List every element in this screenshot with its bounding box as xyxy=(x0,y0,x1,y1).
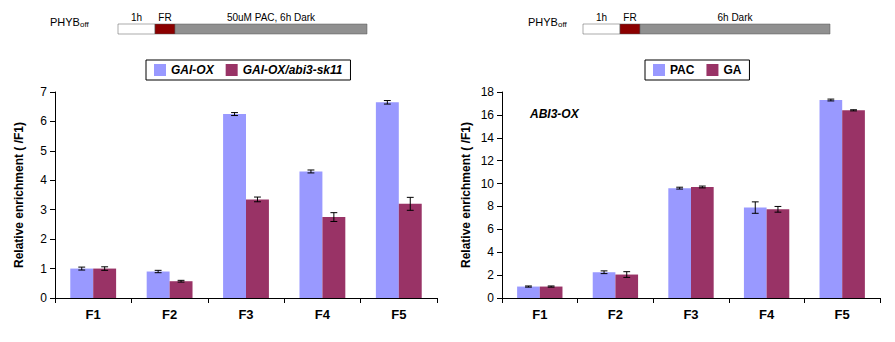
svg-text:50uM PAC, 6h Dark: 50uM PAC, 6h Dark xyxy=(227,12,316,23)
svg-text:Relative enrichment ( /F1): Relative enrichment ( /F1) xyxy=(12,122,26,268)
svg-text:8: 8 xyxy=(487,199,494,213)
svg-text:PHYB: PHYB xyxy=(50,16,80,28)
svg-text:2: 2 xyxy=(487,268,494,282)
svg-text:off: off xyxy=(558,20,568,29)
svg-text:4: 4 xyxy=(40,173,47,187)
svg-text:0: 0 xyxy=(40,291,47,305)
svg-text:GA: GA xyxy=(723,63,741,77)
svg-text:F5: F5 xyxy=(391,307,406,322)
svg-text:6: 6 xyxy=(487,222,494,236)
svg-text:Relative enrichment ( /F1): Relative enrichment ( /F1) xyxy=(459,122,473,268)
svg-text:1h: 1h xyxy=(131,12,142,23)
svg-text:PAC: PAC xyxy=(670,63,695,77)
svg-text:12: 12 xyxy=(481,154,495,168)
svg-text:GAI-OX: GAI-OX xyxy=(171,63,215,77)
svg-text:FR: FR xyxy=(623,12,636,23)
svg-text:6: 6 xyxy=(40,114,47,128)
svg-text:ABI3-OX: ABI3-OX xyxy=(529,107,580,121)
svg-text:16: 16 xyxy=(481,108,495,122)
svg-text:F2: F2 xyxy=(608,307,623,322)
svg-text:FR: FR xyxy=(158,12,171,23)
svg-text:18: 18 xyxy=(481,85,495,99)
svg-text:F3: F3 xyxy=(683,307,698,322)
svg-text:3: 3 xyxy=(40,203,47,217)
svg-text:1: 1 xyxy=(40,262,47,276)
svg-text:F4: F4 xyxy=(315,307,331,322)
svg-text:F2: F2 xyxy=(162,307,177,322)
svg-text:off: off xyxy=(80,20,90,29)
svg-text:F1: F1 xyxy=(532,307,547,322)
svg-text:10: 10 xyxy=(481,177,495,191)
svg-text:2: 2 xyxy=(40,232,47,246)
svg-text:GAI-OX/abi3-sk11: GAI-OX/abi3-sk11 xyxy=(243,63,343,77)
svg-text:F1: F1 xyxy=(86,307,101,322)
svg-text:5: 5 xyxy=(40,144,47,158)
svg-text:4: 4 xyxy=(487,245,494,259)
svg-text:7: 7 xyxy=(40,85,47,99)
svg-text:F4: F4 xyxy=(759,307,775,322)
svg-text:1h: 1h xyxy=(596,12,607,23)
svg-text:0: 0 xyxy=(487,291,494,305)
svg-text:14: 14 xyxy=(481,131,495,145)
svg-text:6h Dark: 6h Dark xyxy=(717,12,753,23)
svg-text:F3: F3 xyxy=(238,307,253,322)
svg-text:F5: F5 xyxy=(835,307,850,322)
svg-text:PHYB: PHYB xyxy=(528,16,558,28)
